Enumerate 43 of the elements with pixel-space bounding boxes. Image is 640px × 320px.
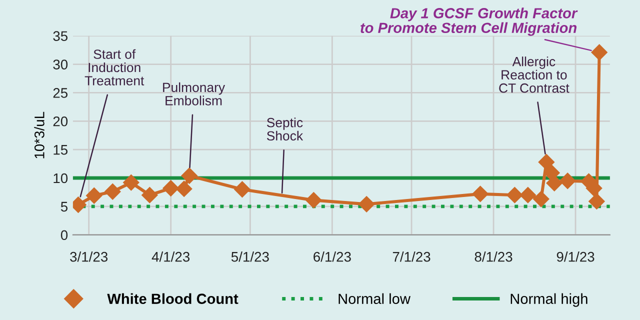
x-tick-label: 6/1/23 — [314, 252, 351, 262]
y-tick-label: 25 — [53, 88, 68, 98]
y-tick-label: 0 — [60, 230, 68, 240]
x-tick-label: 3/1/23 — [70, 252, 108, 262]
annotation: Septic Shock — [266, 118, 304, 141]
x-tick-label: 4/1/23 — [152, 252, 190, 262]
y-tick-label: 10 — [54, 173, 68, 184]
point — [162, 180, 179, 196]
y-tick-label: 35 — [53, 31, 68, 42]
x-tick-label: 5/1/23 — [231, 252, 269, 262]
y-tick-label: 30 — [53, 60, 68, 70]
y-tick-label: 20 — [53, 116, 68, 126]
point — [520, 187, 536, 204]
point — [533, 190, 550, 208]
x-tick-label: 7/1/23 — [392, 252, 430, 262]
point — [176, 180, 192, 197]
legend-label: Normal high — [510, 293, 588, 307]
point — [560, 172, 576, 189]
y-tick-label: 5 — [60, 202, 68, 212]
point — [546, 175, 562, 192]
point — [588, 193, 605, 210]
x-tick-label: 8/1/23 — [474, 252, 512, 262]
point — [234, 181, 250, 198]
point — [358, 196, 375, 212]
annotation: Start of Induction Treatment — [84, 49, 144, 86]
y-axis-title: 10*3/uL — [34, 112, 44, 158]
annotation: Day 1 GCSF Growth Factor to Promote Stem Cell Migration — [360, 8, 578, 36]
point — [306, 192, 322, 208]
point — [181, 168, 198, 184]
point — [104, 184, 121, 200]
point — [123, 174, 140, 191]
annotation: Allergic Reaction to CT Contrast — [499, 56, 570, 93]
annotation: Pulmonary Embolism — [163, 82, 226, 106]
point — [506, 187, 523, 204]
point — [472, 186, 488, 202]
point — [538, 154, 554, 170]
point — [86, 188, 102, 204]
x-tick-label: 9/1/23 — [556, 252, 594, 262]
legend-label: White Blood Count — [107, 293, 238, 304]
point — [591, 44, 608, 60]
y-tick-label: 15 — [54, 145, 68, 155]
legend-label: Normal low — [338, 293, 411, 304]
point — [142, 187, 158, 204]
